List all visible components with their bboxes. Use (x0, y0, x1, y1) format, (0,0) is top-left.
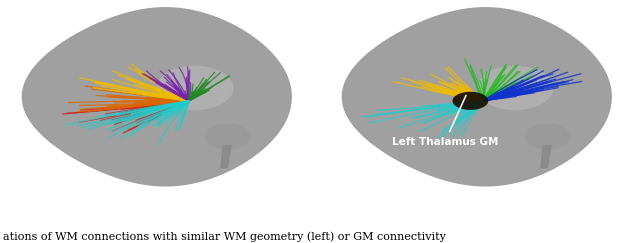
Polygon shape (103, 61, 211, 132)
Polygon shape (423, 61, 531, 132)
Ellipse shape (452, 92, 488, 110)
Polygon shape (49, 26, 264, 168)
Ellipse shape (477, 66, 554, 110)
Polygon shape (116, 70, 197, 123)
Text: ations of WM connections with similar WM geometry (left) or GM connectivity: ations of WM connections with similar WM… (3, 231, 446, 242)
Polygon shape (36, 17, 278, 177)
Polygon shape (410, 52, 544, 141)
Polygon shape (369, 26, 584, 168)
Ellipse shape (157, 66, 234, 110)
Polygon shape (541, 146, 551, 168)
Polygon shape (436, 70, 517, 123)
Polygon shape (221, 146, 231, 168)
Polygon shape (76, 43, 237, 150)
Polygon shape (356, 17, 598, 177)
Polygon shape (383, 35, 571, 159)
Text: Left Thalamus GM: Left Thalamus GM (392, 95, 498, 147)
Polygon shape (22, 8, 291, 186)
Polygon shape (90, 52, 224, 141)
Ellipse shape (205, 123, 250, 150)
Ellipse shape (525, 123, 570, 150)
Polygon shape (63, 35, 251, 159)
Polygon shape (342, 8, 611, 186)
Polygon shape (396, 43, 557, 150)
